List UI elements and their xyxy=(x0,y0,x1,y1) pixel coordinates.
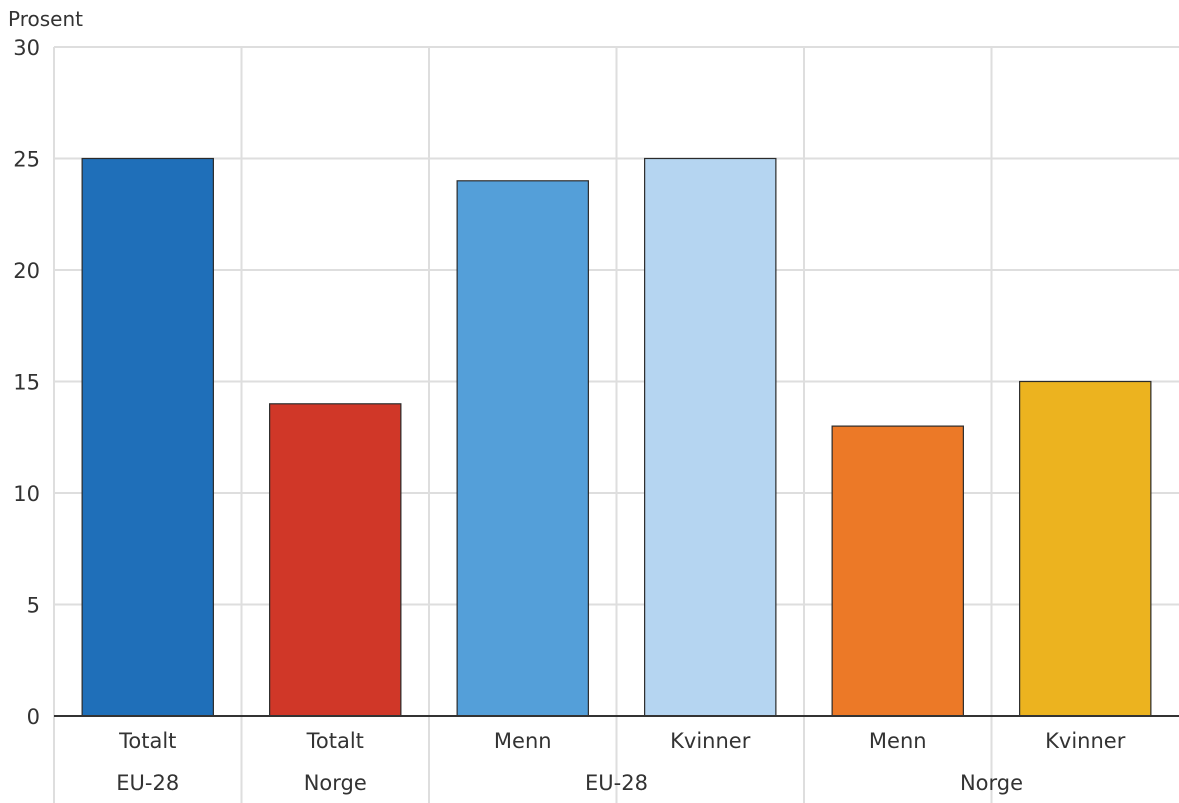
x-group-label: Norge xyxy=(960,771,1023,795)
x-category-label: Kvinner xyxy=(670,729,751,753)
x-category-label: Menn xyxy=(869,729,927,753)
y-tick-label: 5 xyxy=(27,594,40,618)
y-tick-label: 20 xyxy=(13,259,40,283)
x-group-label: EU-28 xyxy=(116,771,179,795)
bar-3 xyxy=(456,180,589,717)
bar-4 xyxy=(644,157,777,717)
y-tick-label: 15 xyxy=(13,371,40,395)
x-category-label: Menn xyxy=(494,729,552,753)
y-tick-label: 25 xyxy=(13,148,40,172)
y-tick-label: 30 xyxy=(13,36,40,60)
bar-5 xyxy=(831,425,964,717)
x-category-label: Kvinner xyxy=(1045,729,1126,753)
y-axis-label: Prosent xyxy=(8,7,83,31)
bars xyxy=(81,157,1152,717)
y-axis: 0 5 10 15 20 25 30 xyxy=(13,36,40,729)
bar-1 xyxy=(81,157,214,717)
x-category-label: Totalt xyxy=(306,729,364,753)
x-group-label: EU-28 xyxy=(585,771,648,795)
y-tick-label: 10 xyxy=(13,482,40,506)
x-axis: Totalt Totalt Menn Kvinner Menn Kvinner EU-28 N… xyxy=(54,715,1179,795)
bar-6 xyxy=(1019,380,1152,717)
bar-2 xyxy=(269,403,402,717)
y-tick-label: 0 xyxy=(27,705,40,729)
grid-lines xyxy=(53,46,1179,803)
x-category-label: Totalt xyxy=(118,729,176,753)
x-group-label: Norge xyxy=(304,771,367,795)
